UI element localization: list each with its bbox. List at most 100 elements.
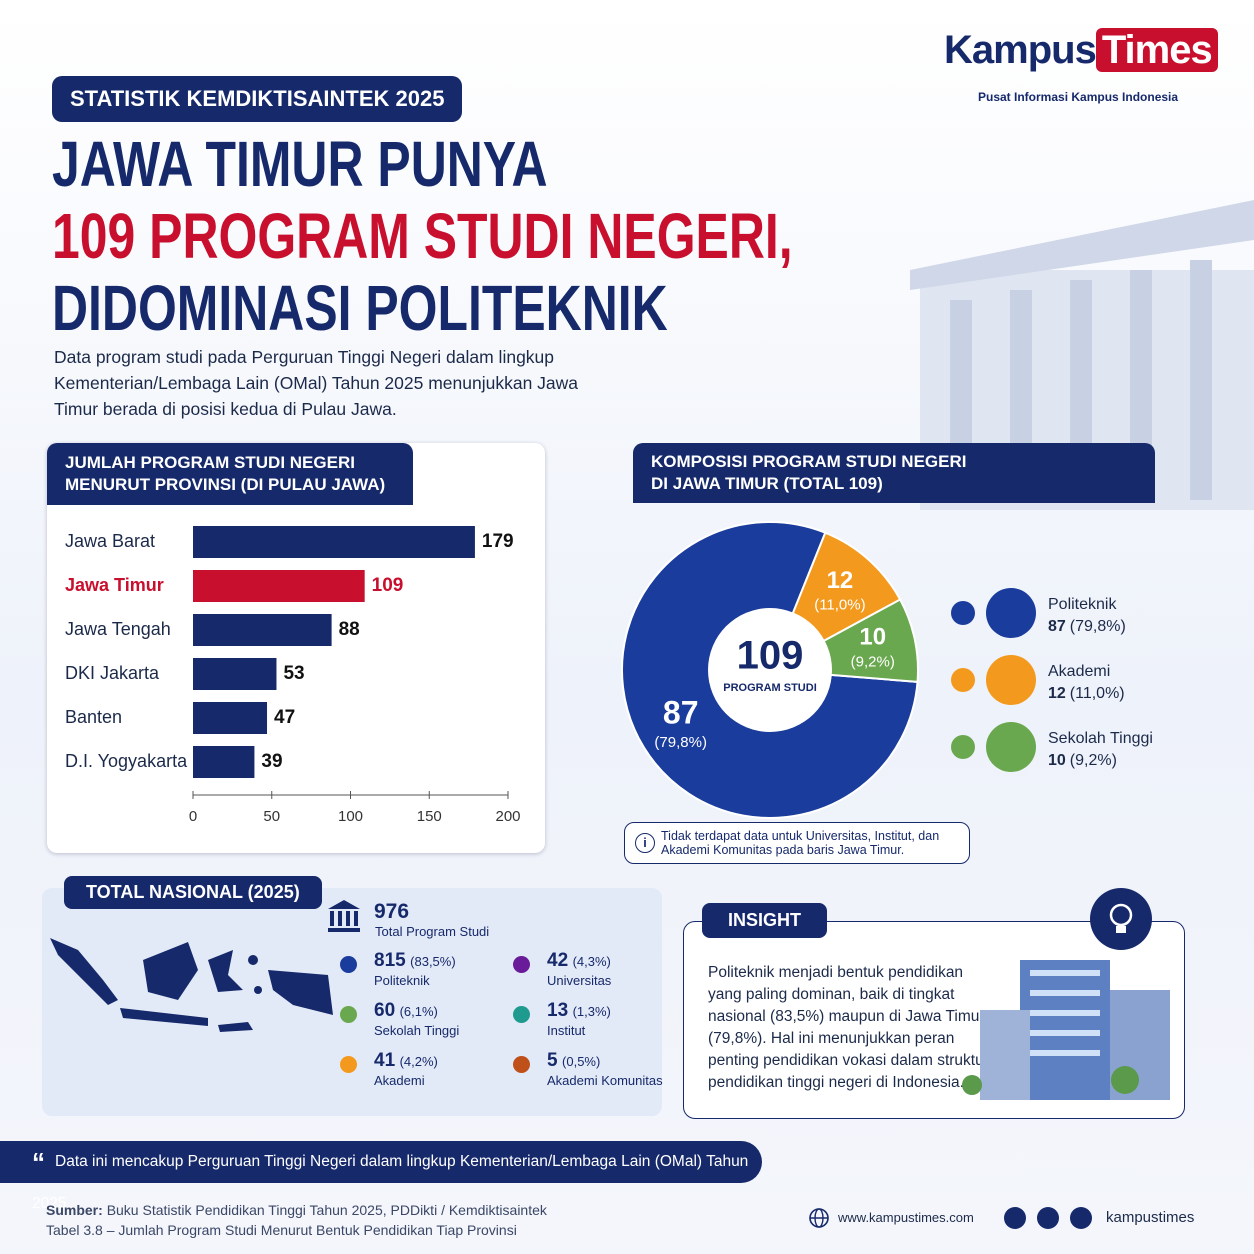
legend-dot xyxy=(951,601,975,625)
social-handle: kampustimes xyxy=(1106,1209,1195,1226)
item-value: 42 xyxy=(547,950,569,971)
legend-icon xyxy=(986,588,1036,638)
facebook[interactable] xyxy=(1004,1207,1026,1229)
headline-line: DIDOMINASI POLITEKNIK xyxy=(52,272,668,344)
legend-count: 10 xyxy=(1048,752,1066,769)
item-label: Institut xyxy=(547,1023,586,1038)
item-dot xyxy=(513,1056,530,1073)
email[interactable] xyxy=(1037,1207,1059,1229)
item-label: Akademi xyxy=(374,1073,425,1088)
slice-value: 12 xyxy=(827,567,854,594)
bar-panel: JUMLAH PROGRAM STUDI NEGERI MENURUT PROV… xyxy=(47,443,545,853)
item-share: (4,3%) xyxy=(572,954,611,969)
panel-title: KOMPOSISI PROGRAM STUDI NEGERI DI JAWA T… xyxy=(651,452,967,493)
brand: Kampus Times xyxy=(944,28,1218,73)
item-value: 13 xyxy=(547,1000,569,1021)
instagram[interactable] xyxy=(1070,1207,1092,1229)
national-total: 976 xyxy=(374,900,410,923)
item-value: 41 xyxy=(374,1050,396,1071)
bar xyxy=(193,702,268,734)
bar xyxy=(193,570,365,602)
item-dot xyxy=(340,1006,357,1023)
headline: JAWA TIMUR PUNYA 109 PROGRAM STUDI NEGER… xyxy=(52,128,793,344)
category-label: Jawa Barat xyxy=(65,531,155,551)
source: Sumber: Buku Statistik Pendidikan Tinggi… xyxy=(46,1200,547,1240)
x-tick-label: 0 xyxy=(189,808,197,825)
category-label: Jawa Tengah xyxy=(65,619,171,639)
slice-value: 87 xyxy=(663,695,699,731)
insight-text: Politeknik menjadi bentuk pendidikan yan… xyxy=(708,964,989,1091)
item-dot xyxy=(340,956,357,973)
building-icon xyxy=(328,900,360,932)
national-total-label: Total Program Studi xyxy=(375,924,490,939)
category-label: Banten xyxy=(65,707,122,727)
source-line: Tabel 3.8 – Jumlah Program Studi Menurut… xyxy=(46,1222,517,1238)
value-label: 47 xyxy=(274,707,295,728)
item-value: 5 xyxy=(547,1050,558,1071)
legend-count: 87 xyxy=(1048,618,1066,635)
legend-value: 10 (9,2%) xyxy=(1048,752,1117,769)
item-share: (6,1%) xyxy=(399,1004,438,1019)
donut-total-label: PROGRAM STUDI xyxy=(723,682,817,694)
donut-hole xyxy=(708,608,832,732)
value-label: 179 xyxy=(482,531,514,552)
brand-b: Times xyxy=(1095,28,1218,72)
x-tick-label: 50 xyxy=(263,808,280,825)
donut-total: 109 xyxy=(737,634,804,678)
map xyxy=(50,938,333,1032)
item-label: Universitas xyxy=(547,973,612,988)
legend-name: Akademi xyxy=(1048,663,1110,680)
slice-share: (9,2%) xyxy=(851,653,895,670)
donut-title-box: KOMPOSISI PROGRAM STUDI NEGERI DI JAWA T… xyxy=(633,443,1155,503)
legend-name: Politeknik xyxy=(1048,596,1117,613)
legend-icon xyxy=(986,655,1036,705)
item-dot xyxy=(513,956,530,973)
bulb-icon xyxy=(1090,888,1152,950)
badge: STATISTIK KEMDIKTISAINTEK 2025 xyxy=(52,76,463,122)
panel-title: JUMLAH PROGRAM STUDI NEGERI MENURUT PROV… xyxy=(47,443,413,505)
legend-icon xyxy=(986,722,1036,772)
legend-share: (11,0%) xyxy=(1070,685,1125,702)
bar xyxy=(193,746,255,778)
bar xyxy=(193,614,332,646)
legend-value: 12 (11,0%) xyxy=(1048,685,1125,702)
category-label: D.I. Yogyakarta xyxy=(65,751,188,771)
national-title: TOTAL NASIONAL (2025) xyxy=(64,876,322,909)
globe-icon xyxy=(809,1208,829,1228)
item-share: (0,5%) xyxy=(562,1054,601,1069)
quote-bar: “Data ini mencakup Perguruan Tinggi Nege… xyxy=(0,1141,762,1212)
item-share: (1,3%) xyxy=(572,1004,611,1019)
headline-line: 109 PROGRAM STUDI NEGERI, xyxy=(52,200,793,272)
tagline: Pusat Informasi Kampus Indonesia xyxy=(978,90,1179,104)
x-tick-label: 150 xyxy=(417,808,442,825)
item-share: (83,5%) xyxy=(410,954,456,969)
legend-share: (9,2%) xyxy=(1070,752,1117,769)
legend-count: 12 xyxy=(1048,685,1066,702)
insight-building xyxy=(962,960,1170,1100)
item-label: Sekolah Tinggi xyxy=(374,1023,460,1038)
slice-share: (11,0%) xyxy=(814,597,865,614)
value-label: 109 xyxy=(372,575,404,596)
intro: Data program studi pada Perguruan Tinggi… xyxy=(54,347,579,419)
national-panel xyxy=(42,888,662,1116)
category-label: Jawa Timur xyxy=(65,575,164,595)
value-label: 39 xyxy=(261,751,282,772)
item-label: Politeknik xyxy=(374,973,430,988)
bar-chart: 0 50 100 150 200 Jawa Barat 179 Jawa Timur 109 Ja… xyxy=(65,526,521,825)
slice-value: 10 xyxy=(859,624,886,651)
item-dot xyxy=(513,1006,530,1023)
quote: Data ini mencakup Perguruan Tinggi Neger… xyxy=(32,1153,749,1213)
note: i Tidak terdapat data untuk Universitas, … xyxy=(624,822,970,864)
item-value: 60 xyxy=(374,1000,396,1021)
slice-share: (79,8%) xyxy=(654,734,707,751)
legend-share: (79,8%) xyxy=(1070,618,1126,635)
value-label: 88 xyxy=(339,619,360,640)
legend-dot xyxy=(951,668,975,692)
website: www.kampustimes.com xyxy=(838,1210,974,1225)
item-dot xyxy=(340,1056,357,1073)
x-tick-label: 100 xyxy=(338,808,363,825)
category-label: DKI Jakarta xyxy=(65,663,160,683)
note-text: Tidak terdapat data untuk Universitas, I… xyxy=(661,829,940,857)
